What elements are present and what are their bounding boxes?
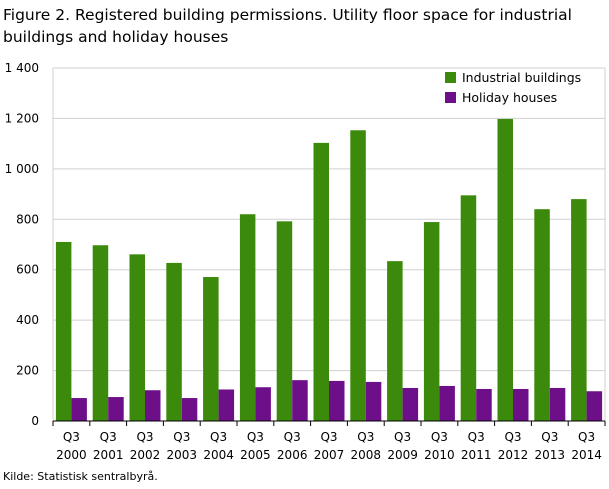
bar-holiday-houses	[255, 387, 271, 421]
bars	[55, 118, 603, 422]
bar-holiday-houses	[292, 380, 308, 421]
x-tick-label-year: 2009	[387, 448, 418, 462]
x-tick-label-quarter: Q3	[394, 430, 411, 444]
x-tick-label-year: 2014	[571, 448, 602, 462]
x-tick-label-quarter: Q3	[431, 430, 448, 444]
bar-industrial-buildings	[129, 254, 145, 421]
x-tick-label-quarter: Q3	[247, 430, 264, 444]
bar-industrial-buildings	[387, 261, 403, 421]
legend-label-holiday-houses: Holiday houses	[462, 90, 557, 105]
x-tick-label-year: 2008	[351, 448, 382, 462]
x-tick-label-year: 2003	[167, 448, 198, 462]
y-tick-label: 1 400	[5, 61, 39, 75]
bar-industrial-buildings	[460, 195, 477, 421]
bar-industrial-buildings	[313, 142, 329, 422]
bar-holiday-houses	[476, 388, 492, 421]
y-tick-label: 1 000	[5, 162, 39, 176]
x-tick-label-year: 2007	[314, 448, 345, 462]
bar-holiday-houses	[181, 398, 198, 421]
y-tick-label: 800	[16, 212, 39, 226]
bar-industrial-buildings	[55, 241, 72, 421]
y-tick-label: 600	[16, 263, 39, 277]
legend-swatch-holiday-houses	[445, 92, 456, 103]
x-tick-label-quarter: Q3	[504, 430, 521, 444]
x-tick-label-year: 2010	[424, 448, 455, 462]
x-tick-label-year: 2013	[535, 448, 566, 462]
bar-holiday-houses	[218, 389, 235, 421]
x-tick-label-year: 2001	[93, 448, 124, 462]
bar-holiday-houses	[71, 398, 87, 421]
x-tick-label-quarter: Q3	[468, 430, 485, 444]
bar-holiday-houses	[402, 387, 419, 421]
source-note: Kilde: Statistisk sentralbyrå.	[3, 470, 158, 483]
legend: Industrial buildings Holiday houses	[445, 70, 581, 105]
bar-industrial-buildings	[571, 199, 587, 421]
bar-industrial-buildings	[534, 209, 550, 421]
x-tick-label-quarter: Q3	[578, 430, 595, 444]
x-tick-label-quarter: Q3	[63, 430, 80, 444]
chart-title: Figure 2. Registered building permission…	[3, 6, 572, 46]
x-tick-label-quarter: Q3	[357, 430, 374, 444]
x-tick-label-quarter: Q3	[320, 430, 337, 444]
x-tick-label-quarter: Q3	[136, 430, 153, 444]
y-tick-label: 1 200	[5, 111, 39, 125]
bar-industrial-buildings	[350, 130, 366, 421]
bar-holiday-houses	[108, 397, 124, 421]
y-axis-ticks: 0 200 400 600 800 1 000 1 200 1 400	[5, 61, 39, 428]
y-tick-label: 200	[16, 364, 39, 378]
x-tick-label-year: 2005	[240, 448, 271, 462]
bar-industrial-buildings	[497, 118, 513, 421]
x-tick-label-year: 2002	[130, 448, 161, 462]
x-tick-label-quarter: Q3	[541, 430, 558, 444]
bar-industrial-buildings	[276, 221, 293, 421]
bar-industrial-buildings	[423, 222, 440, 421]
x-tick-label-quarter: Q3	[173, 430, 190, 444]
bar-holiday-houses	[365, 381, 382, 421]
legend-label-industrial-buildings: Industrial buildings	[462, 70, 581, 85]
x-tick-label-year: 2012	[498, 448, 529, 462]
bar-holiday-houses	[329, 380, 345, 421]
bar-holiday-houses	[439, 385, 455, 421]
x-tick-label-quarter: Q3	[100, 430, 117, 444]
bar-holiday-houses	[586, 391, 603, 421]
x-tick-label-year: 2004	[203, 448, 234, 462]
x-tick-label-quarter: Q3	[284, 430, 301, 444]
bar-industrial-buildings	[203, 277, 219, 421]
x-tick-label-quarter: Q3	[210, 430, 227, 444]
bar-holiday-houses	[145, 390, 161, 421]
x-tick-label-year: 2011	[461, 448, 492, 462]
bar-industrial-buildings	[166, 262, 182, 421]
y-tick-label: 400	[16, 313, 39, 327]
x-tick-label-year: 2006	[277, 448, 308, 462]
x-axis-ticks: Q3 2000 Q3 2001 Q3 2002 Q3 2003 Q3 2004 Q3 2005 Q3 20…	[52, 421, 606, 462]
y-tick-label: 0	[31, 414, 39, 428]
legend-swatch-industrial-buildings	[445, 72, 456, 83]
x-tick-label-year: 2000	[56, 448, 87, 462]
bar-holiday-houses	[513, 388, 529, 421]
bar-holiday-houses	[549, 387, 566, 421]
bar-industrial-buildings	[92, 245, 109, 421]
bar-industrial-buildings	[239, 214, 256, 421]
